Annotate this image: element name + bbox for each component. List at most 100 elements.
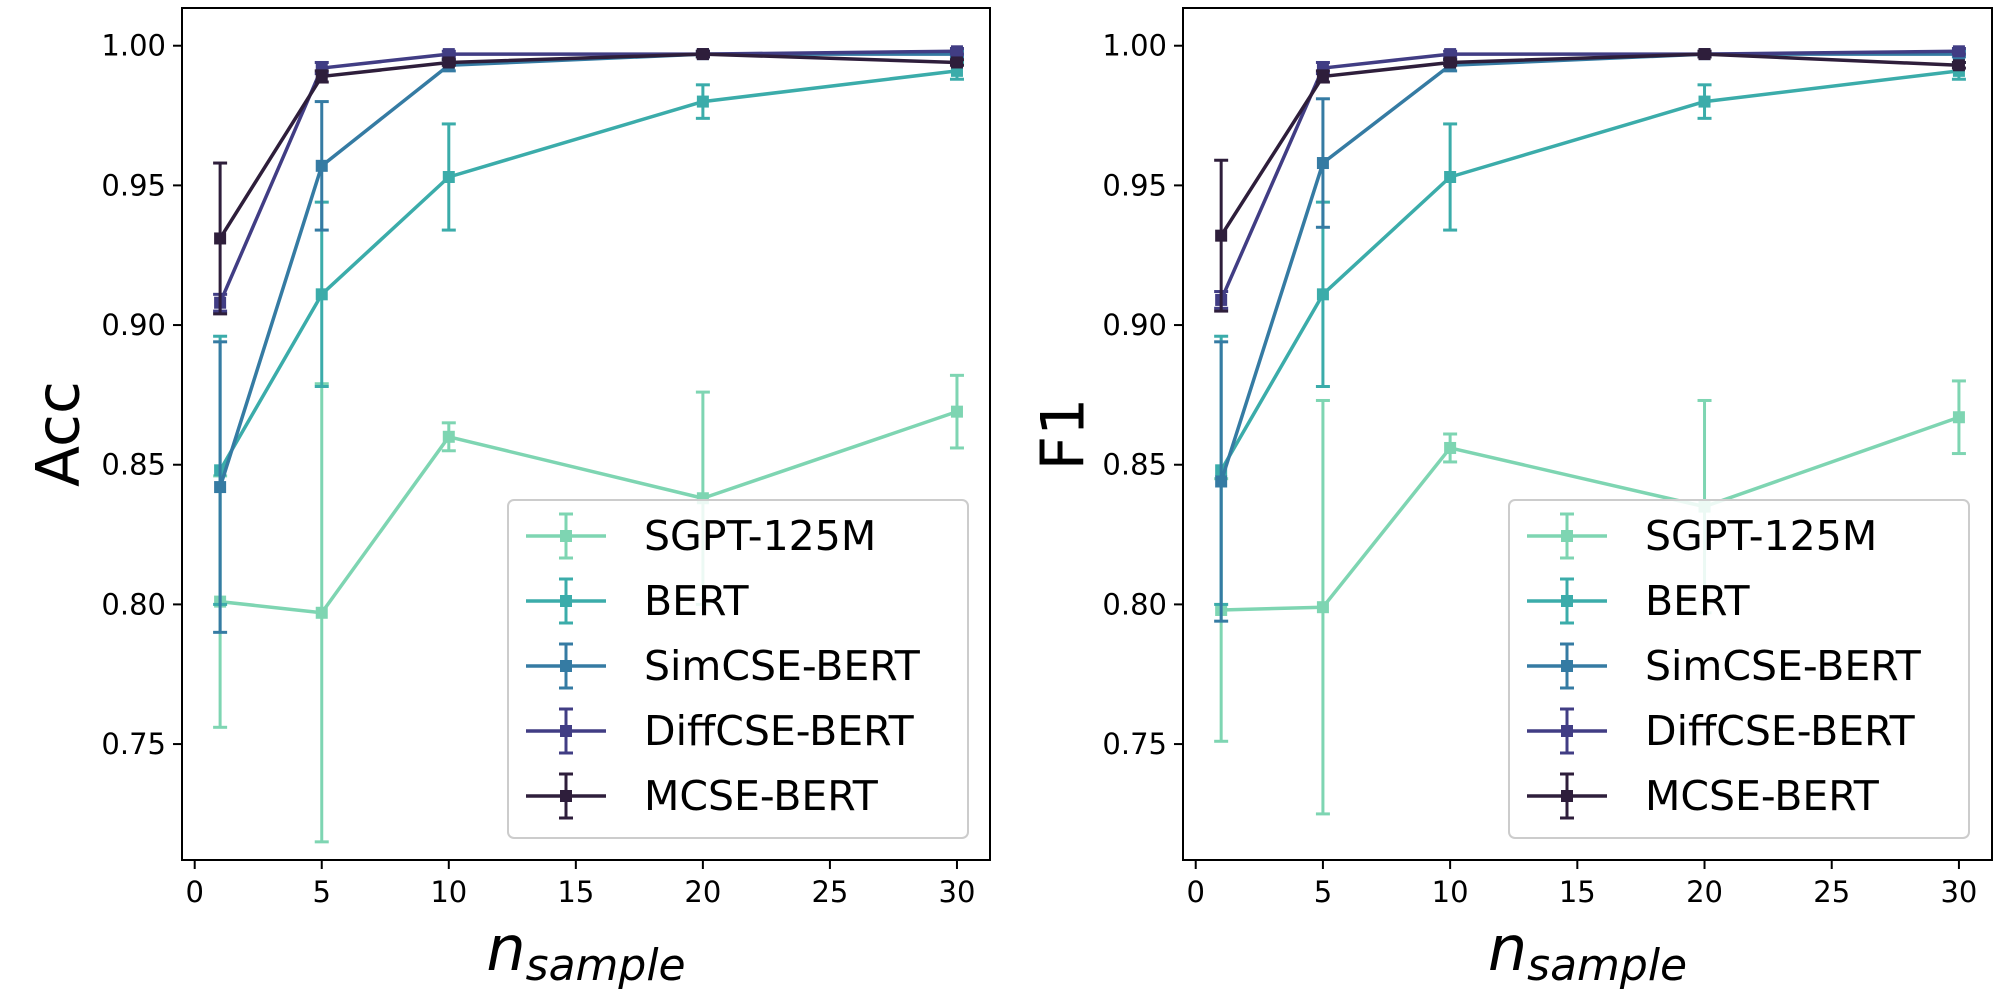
- legend-marker: [560, 595, 572, 607]
- legend-item: SGPT-125M: [526, 512, 876, 560]
- legend-item: DiffCSE-BERT: [1527, 707, 1916, 755]
- y-axis-label: Acc: [24, 381, 94, 487]
- y-tick-label: 0.85: [1102, 448, 1167, 482]
- data-area: [1214, 45, 1966, 816]
- x-axis-label-main: n: [486, 912, 525, 985]
- y-tick-label: 0.95: [101, 168, 166, 202]
- data-point: [950, 45, 963, 58]
- series-line: [1219, 52, 1960, 237]
- y-tick-label: 0.90: [1102, 308, 1167, 342]
- data-point: [315, 606, 328, 619]
- legend-label: BERT: [1645, 577, 1751, 625]
- legend-label: MCSE-BERT: [1645, 772, 1880, 820]
- data-point: [1316, 70, 1329, 83]
- x-tick-label: 5: [313, 875, 331, 909]
- legend-marker: [1561, 790, 1573, 802]
- data-point: [442, 171, 455, 184]
- legend-label: SimCSE-BERT: [1645, 642, 1922, 690]
- legend-label: DiffCSE-BERT: [1645, 707, 1916, 755]
- data-area: [213, 45, 964, 844]
- legend-item: SimCSE-BERT: [526, 642, 921, 690]
- y-tick-label: 1.00: [1102, 29, 1167, 63]
- legend-item: BERT: [1527, 577, 1751, 625]
- legend-item: SimCSE-BERT: [1527, 642, 1922, 690]
- data-point: [1316, 288, 1329, 301]
- data-point: [315, 70, 328, 83]
- data-point: [696, 95, 709, 108]
- legend-box: [507, 499, 969, 839]
- data-point: [1215, 229, 1228, 242]
- data-point: [442, 430, 455, 443]
- series-line: [218, 69, 958, 472]
- data-point: [315, 159, 328, 172]
- y-tick-label: 0.85: [101, 448, 166, 482]
- data-point: [1698, 95, 1711, 108]
- series-line: [218, 49, 957, 304]
- x-tick-label: 10: [1432, 875, 1469, 909]
- legend-marker: [1561, 595, 1573, 607]
- legend-marker: [560, 530, 572, 542]
- legend-item: MCSE-BERT: [526, 772, 879, 820]
- plot-frame: [181, 7, 991, 861]
- data-point: [1215, 475, 1228, 488]
- x-tick-label: 0: [1186, 875, 1204, 909]
- x-tick-label: 5: [1314, 875, 1332, 909]
- x-axis-label: nsample: [486, 912, 685, 991]
- chart-panel-1: 0 5 10 15 20 25 30 0.75 0.80 0.85 0.90 0.95 1.00 Acc n…: [24, 7, 991, 991]
- data-point: [315, 288, 328, 301]
- legend-marker: [1561, 530, 1573, 542]
- data-point: [1444, 171, 1457, 184]
- x-tick-label: 25: [1813, 875, 1850, 909]
- x-axis-label-main: n: [1488, 912, 1527, 985]
- series-MCSE-BERT: [213, 48, 964, 316]
- legend-marker: [560, 725, 572, 737]
- data-point: [1444, 56, 1457, 69]
- series-line: [1219, 52, 1959, 483]
- legend-label: SGPT-125M: [1645, 512, 1877, 560]
- y-tick-label: 0.80: [101, 587, 166, 621]
- x-tick-label: 20: [1686, 875, 1723, 909]
- legend-label: SGPT-125M: [644, 512, 876, 560]
- legend-marker: [560, 790, 572, 802]
- legend-label: BERT: [644, 577, 750, 625]
- legend-item: DiffCSE-BERT: [526, 707, 915, 755]
- x-tick-label: 30: [1940, 875, 1977, 909]
- x-axis-label-sub: sample: [1527, 940, 1687, 991]
- data-point: [1444, 441, 1457, 454]
- y-tick-label: 0.75: [101, 727, 166, 761]
- data-point: [950, 405, 963, 418]
- data-point: [950, 56, 963, 69]
- series-line: [218, 52, 958, 240]
- x-axis-label-sub: sample: [526, 940, 686, 991]
- series-line: [1219, 49, 1959, 301]
- data-point: [442, 56, 455, 69]
- data-point: [214, 481, 227, 494]
- legend: SGPT-125M BERT SimCSE-BERT DiffCSE-BERT MCSE…: [507, 499, 969, 839]
- chart-panel-2: 0 5 10 15 20 25 30 0.75 0.80 0.85 0.90 0.95 1.00 F1 ns…: [1029, 7, 1993, 991]
- series-MCSE-BERT: [1214, 48, 1966, 313]
- x-tick-label: 15: [557, 875, 594, 909]
- y-tick-label: 1.00: [101, 29, 166, 63]
- data-point: [214, 232, 227, 245]
- plot-frame: [1182, 7, 1993, 861]
- x-tick-label: 10: [430, 875, 467, 909]
- legend-marker: [1561, 725, 1573, 737]
- legend-box: [1508, 499, 1970, 839]
- series-line: [1219, 69, 1960, 472]
- legend-item: MCSE-BERT: [1527, 772, 1880, 820]
- legend-item: SGPT-125M: [1527, 512, 1877, 560]
- x-tick-label: 0: [185, 875, 203, 909]
- legend-label: MCSE-BERT: [644, 772, 879, 820]
- legend-label: DiffCSE-BERT: [644, 707, 915, 755]
- series-line: [218, 52, 957, 488]
- y-tick-label: 0.80: [1102, 587, 1167, 621]
- y-tick-label: 0.95: [1102, 168, 1167, 202]
- data-point: [1316, 157, 1329, 170]
- x-tick-label: 15: [1559, 875, 1596, 909]
- data-point: [696, 48, 709, 61]
- data-point: [1316, 601, 1329, 614]
- y-tick-label: 0.90: [101, 308, 166, 342]
- legend-marker: [1561, 660, 1573, 672]
- data-point: [1952, 59, 1965, 72]
